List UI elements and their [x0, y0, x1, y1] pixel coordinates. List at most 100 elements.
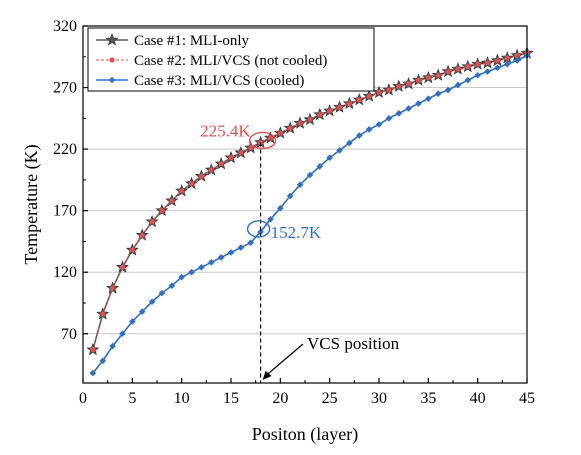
series-3-point	[286, 192, 294, 200]
series-3-point	[188, 268, 195, 276]
series-2-point	[258, 139, 264, 146]
series-3-point	[474, 71, 481, 79]
series-2	[90, 50, 530, 353]
y-tick-label-170: 170	[53, 203, 77, 220]
series-2-point	[179, 188, 185, 194]
series-2-point	[90, 347, 96, 353]
x-tick-label-35: 35	[420, 390, 436, 407]
series-2-point	[504, 55, 510, 61]
series-2-point	[159, 208, 165, 214]
series-3-point	[99, 357, 107, 365]
series-2-point	[346, 100, 352, 107]
x-tick-label-40: 40	[470, 390, 486, 407]
series-3-point	[454, 81, 462, 89]
series-2-point	[119, 264, 126, 270]
series-3-point	[464, 76, 472, 84]
legend-marker-3	[108, 76, 116, 84]
series-3-point	[415, 100, 422, 107]
series-3-point	[247, 239, 255, 246]
series-3-point	[267, 215, 274, 223]
series-3-point	[237, 244, 245, 251]
series-3-point	[158, 289, 166, 297]
series-3-point	[316, 163, 324, 170]
series-2-point	[238, 150, 244, 156]
series-2-point	[208, 167, 214, 173]
series-3-point	[355, 132, 363, 139]
series-3-point	[109, 342, 116, 350]
series-3-point	[405, 105, 412, 112]
series-2-point	[455, 66, 461, 72]
series-3-point	[503, 60, 511, 68]
series-3-point	[375, 121, 383, 128]
series-2-point	[386, 87, 392, 93]
legend-marker-2	[109, 57, 115, 63]
annotation-225K: 225.4K	[200, 121, 251, 140]
series-2-point	[336, 104, 343, 110]
annotation-152K: 152.7K	[271, 223, 322, 242]
legend-marker-1	[105, 33, 119, 46]
series-2-point	[435, 72, 441, 78]
series-2-point	[415, 77, 422, 83]
series-2-point	[406, 81, 412, 87]
series-3-point	[336, 147, 343, 154]
series-2-point	[494, 57, 500, 64]
x-tick-label-15: 15	[223, 390, 239, 407]
series-2-point	[218, 161, 224, 167]
series-3-point	[434, 90, 442, 98]
x-tick-label-5: 5	[128, 390, 136, 407]
series-2-point	[267, 135, 274, 141]
series-2-point	[169, 198, 175, 204]
series-1-line	[92, 52, 528, 350]
x-tick-label-45: 45	[519, 390, 535, 407]
series-3-point	[168, 282, 176, 290]
series-3-point	[385, 115, 393, 122]
series-layer	[86, 46, 534, 377]
legend: Case #1: MLI-only Case #2: MLI/VCS (not c…	[87, 27, 375, 92]
series-2-point	[198, 173, 204, 179]
x-tick-label-25: 25	[322, 390, 338, 407]
series-2-point	[149, 219, 155, 225]
series-2-point	[139, 232, 145, 238]
series-3-point	[346, 139, 353, 147]
series-3-point	[227, 249, 235, 256]
x-tick-label-20: 20	[272, 390, 288, 407]
axis-ticks: 0 5 10 15 20 25 30 35 40 45 70 120 170 220 270 320	[53, 18, 535, 407]
x-tick-label-0: 0	[79, 390, 87, 407]
series-3-point	[484, 68, 491, 75]
y-tick-label-120: 120	[53, 264, 77, 281]
series-2-point	[376, 89, 382, 96]
series-3-point	[395, 110, 403, 117]
series-3-point	[198, 263, 205, 271]
series-2-point	[475, 61, 481, 67]
series-3-point	[365, 126, 373, 133]
series-3-point	[326, 154, 333, 162]
series-3-point	[129, 318, 136, 325]
highlight-ellipse-case2	[248, 131, 277, 150]
y-axis-title: Temperature (K)	[21, 144, 42, 264]
series-2-point	[307, 116, 313, 123]
series-2-point	[277, 130, 283, 136]
series-3-point	[425, 95, 432, 102]
series-2-point	[514, 52, 520, 59]
legend-label-2: Case #2: MLI/VCS (not cooled)	[134, 53, 327, 69]
series-3-point	[257, 228, 264, 236]
x-axis-title: Positon (layer)	[252, 424, 358, 445]
series-3-point	[494, 64, 501, 72]
series-3-point	[119, 330, 126, 338]
series-2-point	[465, 64, 471, 70]
series-2-line	[92, 52, 528, 350]
series-2-point	[425, 75, 431, 81]
series-3	[89, 52, 531, 377]
x-tick-label-30: 30	[371, 390, 387, 407]
y-tick-label-70: 70	[61, 326, 77, 343]
series-2-point	[287, 125, 293, 131]
series-2-point	[110, 285, 116, 291]
series-2-point	[297, 120, 303, 126]
x-tick-label-10: 10	[174, 390, 190, 407]
series-3-point	[306, 171, 314, 179]
vcs-arrow	[266, 343, 304, 376]
series-3-point	[89, 369, 97, 377]
series-2-point	[129, 247, 135, 253]
series-2-point	[396, 83, 402, 89]
